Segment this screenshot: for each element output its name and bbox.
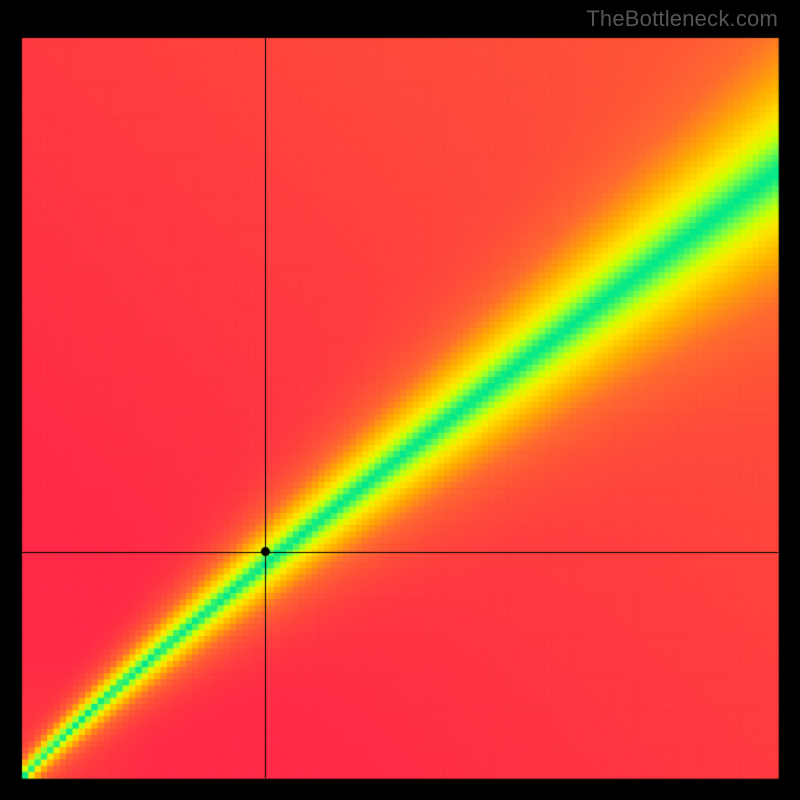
bottleneck-heatmap-canvas: [0, 0, 800, 800]
chart-container: TheBottleneck.com: [0, 0, 800, 800]
watermark-label: TheBottleneck.com: [586, 6, 778, 32]
